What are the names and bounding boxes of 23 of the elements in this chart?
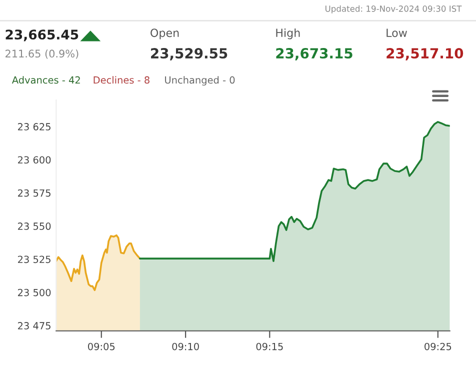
text: 211.65 (0.9%): [6, 49, 78, 59]
y-tick-label: 23 550: [18, 222, 51, 230]
text: 23,665.45: [6, 30, 78, 42]
y-tick-label: 23 600: [18, 156, 51, 164]
text: Open: [150, 28, 179, 40]
text: High: [276, 28, 300, 40]
text: 23,529.55: [151, 48, 228, 60]
text: 23,673.15: [276, 48, 352, 60]
y-tick-label: 23 575: [18, 189, 50, 197]
text: Low: [386, 28, 407, 38]
text: 23,517.10: [386, 48, 464, 60]
y-tick-label: 23 525: [18, 256, 50, 264]
x-tick-label: 09:10: [172, 342, 199, 350]
text: Advances - 42: [12, 76, 80, 84]
y-tick-label: 23 625: [18, 123, 50, 130]
text: Unchanged - 0: [165, 76, 235, 86]
y-tick-label: 23 500: [18, 288, 51, 296]
x-tick-label: 09:25: [424, 342, 452, 350]
y-tick-label: 23 475: [18, 322, 50, 330]
x-tick-label: 09:05: [88, 342, 115, 350]
x-tick-label: 09:15: [256, 342, 283, 350]
text: Updated: 19-Nov-2024 09:30 IST: [325, 5, 462, 14]
text: Declines - 8: [94, 76, 150, 84]
